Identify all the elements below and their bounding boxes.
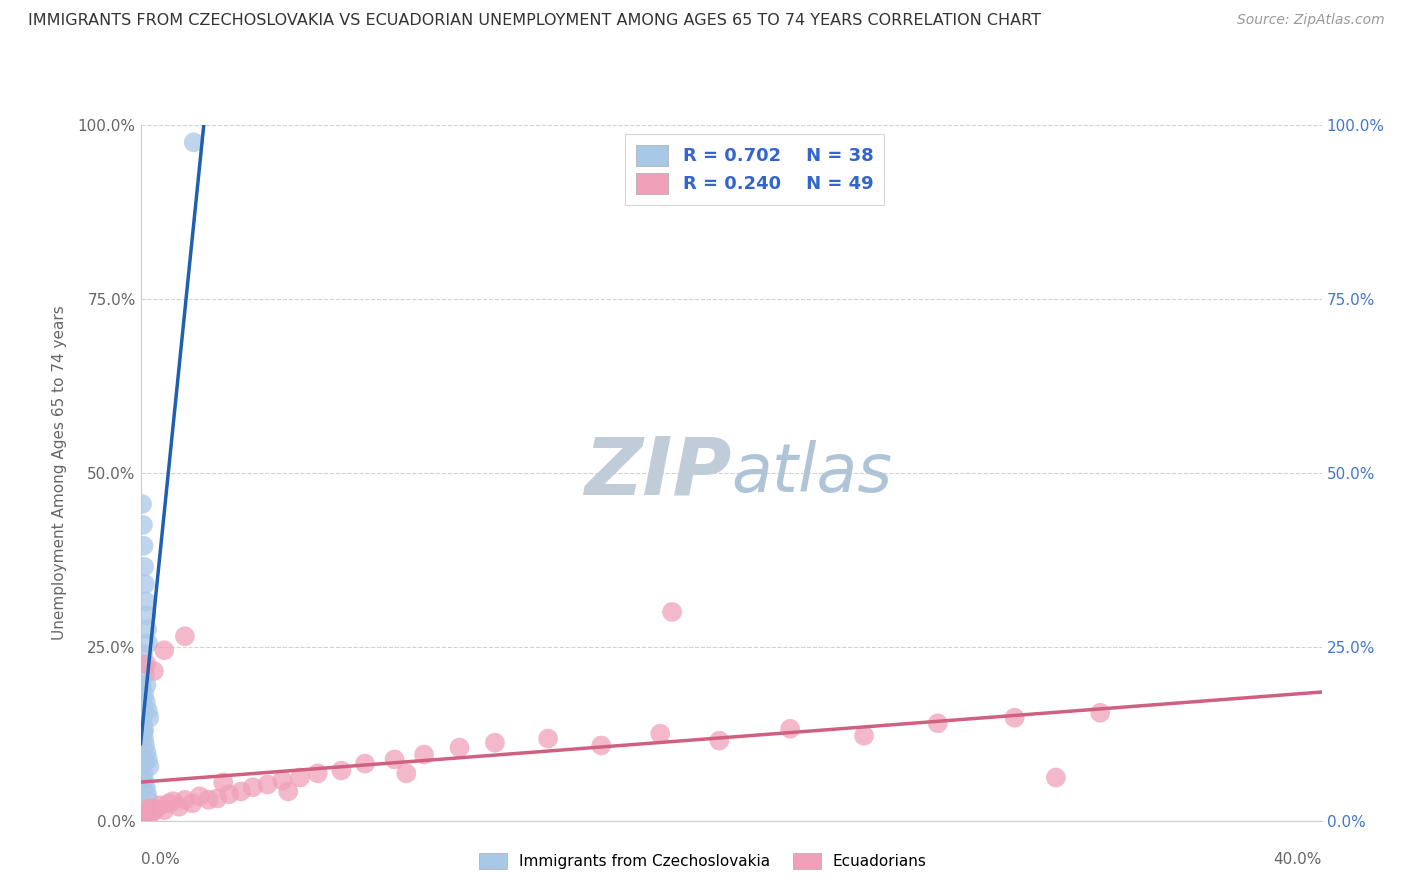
Point (927, 716, 949, 731)
Point (132, 805, 155, 820)
Point (167, 799, 190, 814)
Point (145, 803, 166, 817)
Point (134, 687, 156, 701)
Point (138, 801, 160, 815)
Point (413, 747, 436, 762)
Point (132, 657, 155, 671)
Point (136, 752, 159, 766)
Point (135, 746, 157, 760)
Point (135, 780, 157, 795)
Point (134, 773, 156, 788)
Point (384, 752, 406, 766)
Point (271, 773, 294, 788)
Point (650, 726, 672, 740)
Text: Source: ZipAtlas.com: Source: ZipAtlas.com (1237, 13, 1385, 28)
Point (212, 775, 235, 789)
Point (136, 808, 159, 822)
Point (449, 740, 471, 755)
Point (537, 731, 560, 746)
Point (181, 796, 204, 810)
Point (132, 692, 155, 706)
Point (1045, 771, 1067, 785)
Legend: R = 0.702    N = 38, R = 0.240    N = 49: R = 0.702 N = 38, R = 0.240 N = 49 (626, 134, 884, 204)
Point (174, 629, 197, 643)
Point (256, 777, 278, 791)
Y-axis label: Unemployment Among Ages 65 to 74 years: Unemployment Among Ages 65 to 74 years (52, 305, 66, 640)
Point (174, 793, 197, 807)
Point (134, 559, 156, 574)
Legend: Immigrants from Czechoslovakia, Ecuadorians: Immigrants from Czechoslovakia, Ecuadori… (474, 847, 932, 875)
Point (135, 806, 157, 821)
Point (135, 608, 157, 623)
Point (134, 723, 156, 738)
Point (188, 789, 211, 804)
Point (484, 736, 506, 750)
Point (779, 722, 801, 736)
Point (134, 667, 156, 681)
Point (218, 787, 240, 801)
Point (131, 678, 153, 692)
Point (183, 135, 205, 149)
Point (207, 791, 229, 805)
Point (153, 643, 176, 657)
Point (1088, 706, 1111, 720)
Point (132, 539, 155, 553)
Point (135, 657, 157, 671)
Point (134, 739, 156, 753)
Point (395, 766, 418, 780)
Point (134, 731, 156, 746)
Point (136, 787, 159, 801)
Point (134, 801, 156, 815)
Point (229, 784, 252, 798)
Point (134, 755, 156, 769)
Point (1004, 711, 1026, 725)
Point (134, 806, 156, 821)
Point (132, 647, 155, 661)
Point (852, 729, 875, 743)
Point (288, 771, 311, 785)
Point (709, 733, 731, 747)
Point (661, 605, 683, 619)
Point (132, 706, 155, 720)
Point (131, 497, 153, 511)
Point (153, 803, 176, 817)
Point (149, 798, 172, 813)
Point (591, 739, 613, 753)
Point (135, 695, 157, 709)
Point (136, 704, 159, 718)
Point (142, 664, 165, 678)
Point (132, 717, 155, 731)
Text: 40.0%: 40.0% (1274, 852, 1322, 867)
Point (138, 759, 160, 773)
Text: 0.0%: 0.0% (141, 852, 180, 867)
Point (132, 766, 155, 780)
Point (197, 793, 219, 807)
Point (132, 517, 155, 532)
Point (330, 764, 353, 778)
Point (132, 724, 155, 739)
Point (138, 794, 160, 808)
Point (136, 636, 159, 650)
Point (157, 796, 180, 810)
Point (138, 711, 160, 725)
Point (162, 794, 184, 808)
Text: atlas: atlas (731, 440, 893, 506)
Point (136, 810, 159, 824)
Point (277, 784, 299, 798)
Text: IMMIGRANTS FROM CZECHOSLOVAKIA VS ECUADORIAN UNEMPLOYMENT AMONG AGES 65 TO 74 YE: IMMIGRANTS FROM CZECHOSLOVAKIA VS ECUADO… (28, 13, 1040, 29)
Point (135, 594, 157, 608)
Point (134, 577, 156, 591)
Point (307, 766, 329, 780)
Point (242, 780, 264, 795)
Point (131, 808, 153, 822)
Point (136, 623, 159, 637)
Point (141, 805, 163, 820)
Point (135, 678, 157, 692)
Point (135, 803, 157, 817)
Point (354, 756, 377, 771)
Text: ZIP: ZIP (583, 434, 731, 512)
